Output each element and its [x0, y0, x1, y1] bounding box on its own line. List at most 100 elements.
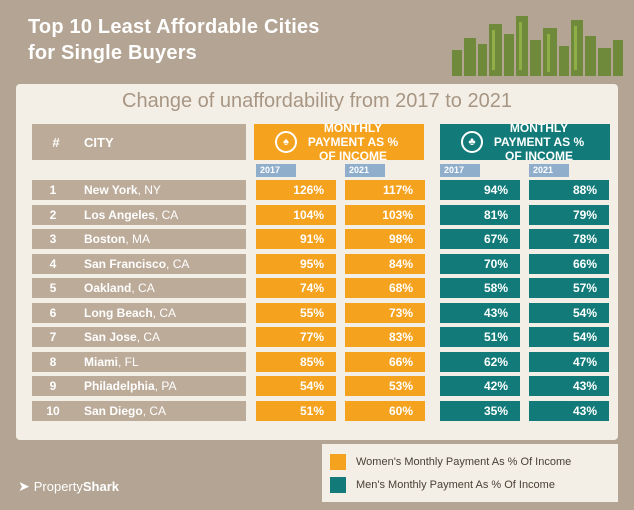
cell-men-2021: 54% [529, 302, 609, 323]
cell-rank: 8 [32, 351, 74, 372]
city-state: , CA [131, 281, 155, 295]
cell-women-2017: 77% [256, 327, 336, 347]
city-state: , PA [154, 379, 177, 393]
cell-city: Philadelphia, PA [74, 376, 246, 396]
legend-women-label: Women's Monthly Payment As % Of Income [356, 456, 572, 468]
header-men-label: MONTHLY PAYMENT AS % OF INCOME [493, 121, 585, 163]
city-state: , CA [152, 305, 177, 320]
header-city: CITY [74, 124, 246, 160]
header-women: ♠ MONTHLY PAYMENT AS % OF INCOME [254, 121, 424, 163]
title-line-1: Top 10 Least Affordable Cities [28, 16, 320, 38]
city-name: Philadelphia [84, 379, 155, 393]
cell-men-2017: 58% [440, 278, 520, 298]
city-name: Long Beach [84, 305, 153, 320]
city-state: , CA [166, 256, 190, 271]
cell-women-2021: 84% [345, 253, 425, 274]
page-title: Top 10 Least Affordable Cities for Singl… [28, 14, 320, 66]
city-name: Boston [84, 232, 126, 246]
cell-men-2017: 51% [440, 327, 520, 347]
cell-men-2021: 57% [529, 278, 609, 298]
year-label-women-2017: 2017 [256, 164, 296, 177]
cell-women-2021: 98% [345, 229, 425, 249]
cell-rank: 3 [32, 229, 74, 249]
cell-women-2021: 60% [345, 400, 425, 421]
cell-men-2017: 70% [440, 253, 520, 274]
cell-city: New York, NY [74, 180, 246, 200]
year-label-men-2021: 2021 [529, 164, 569, 177]
city-state: , NY [137, 183, 161, 197]
cell-men-2017: 67% [440, 229, 520, 249]
cell-rank: 6 [32, 302, 74, 323]
city-state: , CA [142, 403, 167, 418]
city-name: San Jose [84, 330, 137, 344]
cell-women-2017: 95% [256, 253, 336, 274]
cell-rank: 2 [32, 204, 74, 225]
city-name: New York [84, 183, 138, 197]
woman-icon: ♠ [275, 131, 297, 153]
man-icon: ♣ [461, 131, 483, 153]
cell-rank: 7 [32, 327, 74, 347]
header-rank: # [32, 124, 80, 160]
cell-city: Long Beach, CA [74, 302, 246, 323]
cell-women-2021: 103% [345, 204, 425, 225]
brand-name-b: Shark [82, 479, 120, 494]
cell-women-2017: 85% [256, 351, 336, 372]
city-name: Miami [84, 354, 119, 369]
cell-rank: 4 [32, 253, 74, 274]
cell-men-2017: 43% [440, 302, 520, 323]
cell-men-2021: 43% [529, 400, 609, 421]
legend-women: Women's Monthly Payment As % Of Income [330, 454, 571, 470]
legend-men: Men's Monthly Payment As % Of Income [330, 477, 555, 493]
cell-men-2017: 94% [440, 180, 520, 200]
cell-women-2021: 68% [345, 278, 425, 298]
cell-women-2021: 53% [345, 376, 425, 396]
cell-city: Boston, MA [74, 229, 246, 249]
city-state: , CA [154, 207, 179, 222]
header-women-label: MONTHLY PAYMENT AS % OF INCOME [307, 121, 399, 163]
cell-men-2021: 47% [529, 351, 609, 372]
city-state: , FL [118, 354, 139, 369]
cell-men-2021: 78% [529, 229, 609, 249]
cell-men-2017: 35% [440, 400, 520, 421]
legend-women-swatch [330, 454, 346, 470]
cell-men-2021: 66% [529, 253, 609, 274]
cell-women-2017: 126% [256, 180, 336, 200]
cell-rank: 9 [32, 376, 74, 396]
cell-men-2017: 42% [440, 376, 520, 396]
city-state: , CA [136, 330, 161, 344]
cell-women-2021: 83% [345, 327, 425, 347]
city-name: San Diego [84, 403, 143, 418]
cell-city: San Francisco, CA [74, 253, 246, 274]
cell-rank: 1 [32, 180, 74, 200]
cell-city: San Jose, CA [74, 327, 246, 347]
cell-women-2017: 74% [256, 278, 336, 298]
cell-men-2021: 79% [529, 204, 609, 225]
cell-rank: 5 [32, 278, 74, 298]
cell-men-2017: 81% [440, 204, 520, 225]
cell-city: San Diego, CA [74, 400, 246, 421]
legend: Women's Monthly Payment As % Of Income M… [322, 444, 618, 502]
cell-city: Oakland, CA [74, 278, 246, 298]
legend-men-swatch [330, 477, 346, 493]
city-name: San Francisco [84, 256, 167, 271]
city-skyline-icon [452, 16, 623, 76]
cell-city: Miami, FL [74, 351, 246, 372]
cell-men-2021: 88% [529, 180, 609, 200]
year-label-men-2017: 2017 [440, 164, 480, 177]
table-card: Change of unaffordability from 2017 to 2… [16, 84, 618, 440]
cell-women-2021: 117% [345, 180, 425, 200]
cell-men-2017: 62% [440, 351, 520, 372]
cell-men-2021: 43% [529, 376, 609, 396]
cell-women-2017: 91% [256, 229, 336, 249]
city-name: Los Angeles [84, 207, 155, 222]
year-label-women-2021: 2021 [345, 164, 385, 177]
cell-women-2017: 54% [256, 376, 336, 396]
cell-women-2017: 55% [256, 302, 336, 323]
table-subtitle: Change of unaffordability from 2017 to 2… [122, 90, 512, 112]
cell-women-2021: 66% [345, 351, 425, 372]
city-name: Oakland [84, 281, 132, 295]
cell-women-2021: 73% [345, 302, 425, 323]
cell-rank: 10 [32, 400, 74, 421]
cell-women-2017: 51% [256, 400, 336, 421]
cell-city: Los Angeles, CA [74, 204, 246, 225]
